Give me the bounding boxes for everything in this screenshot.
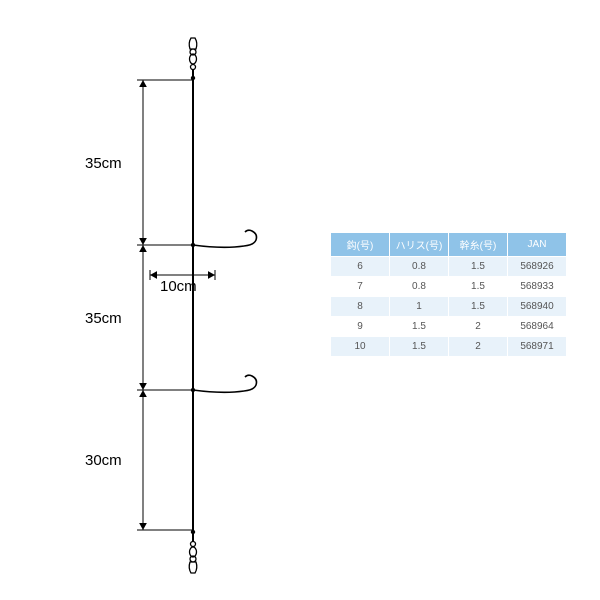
- cell: 1.5: [449, 297, 508, 317]
- col-header: 幹糸(号): [449, 233, 508, 257]
- cell: 568964: [508, 317, 567, 337]
- dim-label-hook: 10cm: [160, 278, 197, 295]
- cell: 0.8: [390, 257, 449, 277]
- cell: 9: [331, 317, 390, 337]
- table-header-row: 鈎(号)ハリス(号)幹糸(号)JAN: [331, 233, 567, 257]
- col-header: JAN: [508, 233, 567, 257]
- cell: 1.5: [449, 277, 508, 297]
- cell: 7: [331, 277, 390, 297]
- cell: 0.8: [390, 277, 449, 297]
- table-row: 101.52568971: [331, 337, 567, 357]
- col-header: 鈎(号): [331, 233, 390, 257]
- cell: 6: [331, 257, 390, 277]
- dim-label: 35cm: [85, 310, 122, 327]
- table-row: 60.81.5568926: [331, 257, 567, 277]
- cell: 1: [390, 297, 449, 317]
- table-row: 811.5568940: [331, 297, 567, 317]
- cell: 10: [331, 337, 390, 357]
- cell: 2: [449, 317, 508, 337]
- cell: 1.5: [390, 317, 449, 337]
- col-header: ハリス(号): [390, 233, 449, 257]
- cell: 568933: [508, 277, 567, 297]
- cell: 2: [449, 337, 508, 357]
- table-row: 70.81.5568933: [331, 277, 567, 297]
- cell: 1.5: [390, 337, 449, 357]
- table-row: 91.52568964: [331, 317, 567, 337]
- spec-table: 鈎(号)ハリス(号)幹糸(号)JAN 60.81.556892670.81.55…: [330, 232, 567, 357]
- dim-label: 30cm: [85, 452, 122, 469]
- cell: 1.5: [449, 257, 508, 277]
- cell: 568971: [508, 337, 567, 357]
- cell: 8: [331, 297, 390, 317]
- cell: 568926: [508, 257, 567, 277]
- cell: 568940: [508, 297, 567, 317]
- dim-label: 35cm: [85, 155, 122, 172]
